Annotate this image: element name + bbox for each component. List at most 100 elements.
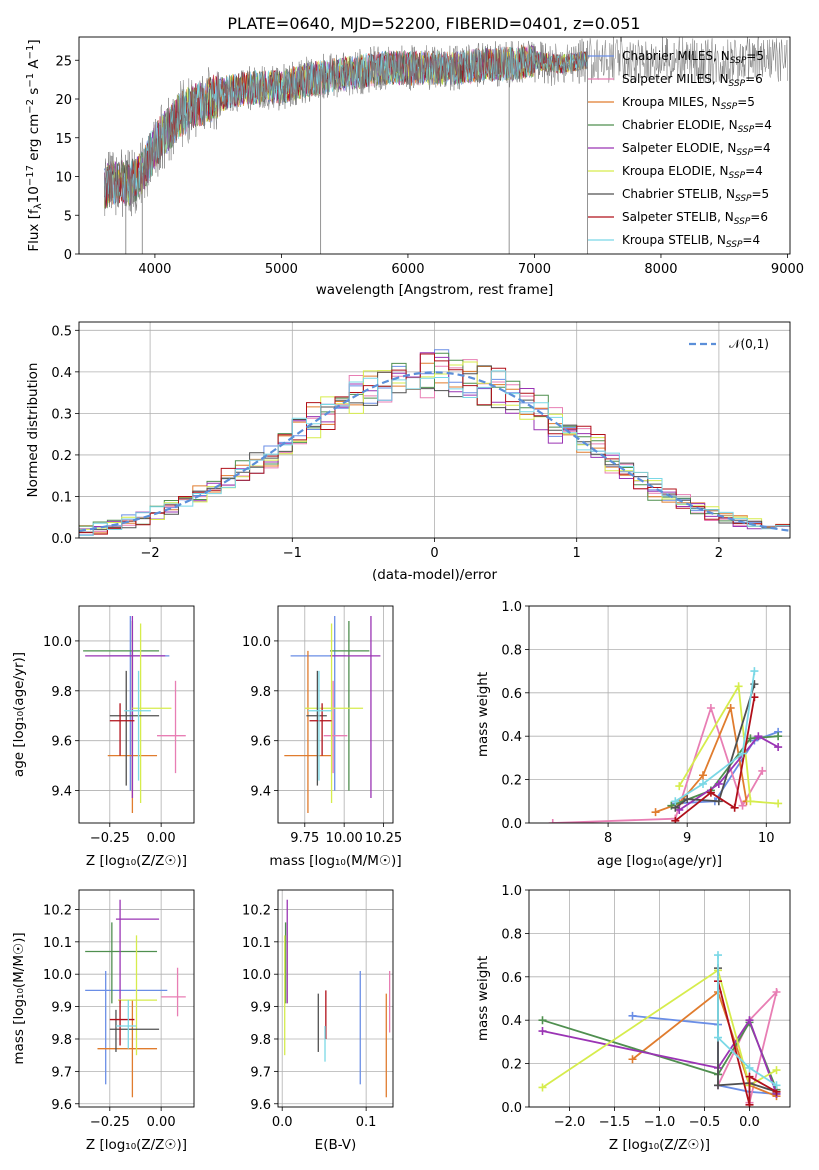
y-tick-label: 0.2 — [51, 449, 72, 464]
y-axis-label: mass [log₁₀(M/M☉)] — [11, 932, 27, 1064]
y-axis-label: mass weight — [475, 956, 491, 1041]
series-line — [717, 980, 777, 1106]
errorbar-point-kroupa-miles — [284, 650, 332, 814]
legend-label: Salpeter MILES, NSSP=6 — [622, 72, 763, 89]
plus-marker — [774, 799, 783, 808]
y-tick-label: 1.0 — [501, 884, 522, 899]
series-line — [678, 735, 779, 811]
histogram-legend: 𝒩(0,1) — [689, 337, 769, 351]
y-tick-label: 15 — [55, 132, 72, 147]
legend-label: Chabrier MILES, NSSP=5 — [622, 49, 764, 66]
series-line — [631, 990, 777, 1098]
y-tick-label: 0.3 — [51, 407, 72, 422]
legend-label: Kroupa MILES, NSSP=5 — [622, 95, 755, 112]
y-tick-label: 0.2 — [501, 1058, 522, 1073]
y-tick-label: 9.7 — [51, 1065, 72, 1080]
y-tick-label: 0.4 — [501, 1014, 522, 1029]
plot-area — [548, 667, 783, 823]
y-tick-label: 9.6 — [250, 1098, 271, 1113]
panels: 4000 5000 6000 7000 8000 90000510152025wavele… — [11, 36, 804, 1153]
y-axis-label: Flux [fλ10−17 erg cm−2 s−1 A−1] — [25, 39, 44, 251]
errorbar-point-chabrier-miles — [109, 615, 170, 791]
errorbar-point-kroupa-stelib — [115, 1000, 137, 1049]
errorbar-point-chabrier-elodie — [83, 620, 160, 791]
plus-marker — [745, 1100, 754, 1107]
errorbar-point-salpeter-stelib — [109, 1000, 135, 1046]
histogram-chabrier-stelib — [79, 365, 790, 533]
y-tick-label: 9.8 — [250, 685, 271, 700]
y-tick-label: 0.1 — [51, 490, 72, 505]
plus-marker — [772, 987, 781, 996]
x-tick-label: −0.25 — [90, 831, 130, 846]
legend-label: Salpeter STELIB, NSSP=6 — [622, 210, 768, 227]
y-tick-label: 0.8 — [501, 643, 522, 658]
y-tick-label: 20 — [55, 93, 72, 108]
x-tick-label: 5000 — [265, 262, 298, 277]
plus-marker — [772, 1081, 781, 1090]
x-axis-label: Z [log₁₀(Z/Z☉)] — [609, 1137, 710, 1153]
y-tick-label: 1.0 — [501, 600, 522, 615]
errorbar-point-kroupa-stelib — [124, 670, 151, 781]
gridlines — [278, 606, 393, 823]
plus-marker — [538, 1083, 547, 1092]
y-tick-label: 9.9 — [51, 1001, 72, 1016]
legend-label: Salpeter ELODIE, NSSP=4 — [622, 141, 771, 158]
series-line — [542, 968, 777, 1089]
plus-marker — [651, 808, 660, 817]
plus-marker — [538, 1016, 547, 1025]
errorbar-point-chabrier-miles — [85, 970, 168, 1085]
y-tick-label: 9.7 — [250, 1065, 271, 1080]
plus-marker — [738, 749, 747, 758]
legend-label: Chabrier ELODIE, NSSP=4 — [622, 118, 772, 135]
histogram-chabrier-elodie — [79, 352, 790, 528]
plus-marker — [750, 667, 759, 676]
plus-marker — [706, 703, 715, 712]
plus-marker — [671, 797, 680, 806]
x-tick-label: −2 — [141, 546, 160, 561]
y-tick-label: 0.4 — [51, 366, 72, 381]
panel-age_vs_mass: 9.75 10.00 10.25 9.4 9.6 9.8 10.0 mass [log₁₀(M… — [242, 605, 402, 869]
series-line — [674, 670, 756, 803]
plus-marker — [758, 766, 767, 775]
y-tick-label: 10.1 — [43, 936, 72, 951]
errorbar-point-salpeter-stelib — [109, 703, 135, 756]
plus-marker — [738, 801, 747, 810]
plus-marker — [754, 732, 763, 741]
axes-frame — [528, 889, 791, 1108]
plus-marker — [746, 797, 755, 806]
x-tick-label: −0.5 — [689, 1115, 721, 1130]
plus-marker — [548, 819, 557, 823]
panel-mass_vs_Z: −0.25 0.00 9.6 9.7 9.8 9.9 10.0 10.1 10.2 Z [log₁… — [11, 889, 195, 1153]
series-line — [674, 683, 756, 809]
x-tick-label: 10.00 — [326, 831, 363, 846]
y-tick-label: 10.1 — [242, 936, 271, 951]
errorbar-point-salpeter-elodie — [115, 899, 160, 1004]
plot-area — [79, 349, 790, 536]
x-tick-label: 0.0 — [272, 1115, 293, 1130]
plot-area — [538, 951, 781, 1107]
x-axis-label: Z [log₁₀(Z/Z☉)] — [86, 1137, 187, 1153]
errorbar-point-chabrier-elodie — [329, 620, 370, 791]
panel-mass_weight_vs_Z: −2.0 −1.5 −1.0 −0.5 0.0 0.0 0.2 0.4 0.6 0.8 1.0 mas… — [475, 884, 791, 1153]
plus-marker — [628, 1055, 637, 1064]
errorbar-point-salpeter-miles — [157, 680, 186, 774]
y-tick-label: 9.8 — [51, 1033, 72, 1048]
series-kroupa-stelib — [714, 951, 781, 1090]
plot-area — [83, 615, 186, 814]
x-tick-label: 0.1 — [356, 1115, 377, 1130]
x-tick-label: 8 — [604, 831, 612, 846]
plus-marker — [671, 816, 680, 823]
errorbar-point-salpeter-elodie — [329, 615, 381, 799]
plus-marker — [683, 795, 692, 804]
plus-marker — [538, 1027, 547, 1036]
y-tick-label: 9.9 — [250, 1001, 271, 1016]
y-tick-label: 0.6 — [501, 971, 522, 986]
y-tick-label: 0.0 — [501, 817, 522, 832]
spectrum-legend: Chabrier MILES, NSSP=5 Salpeter MILES, NS… — [588, 49, 772, 250]
plus-marker — [714, 779, 723, 788]
y-tick-label: 25 — [55, 54, 72, 69]
y-tick-label: 0 — [64, 248, 72, 263]
plot-area — [284, 899, 391, 1098]
legend-label: Kroupa STELIB, NSSP=4 — [622, 233, 760, 250]
plus-marker — [726, 703, 735, 712]
